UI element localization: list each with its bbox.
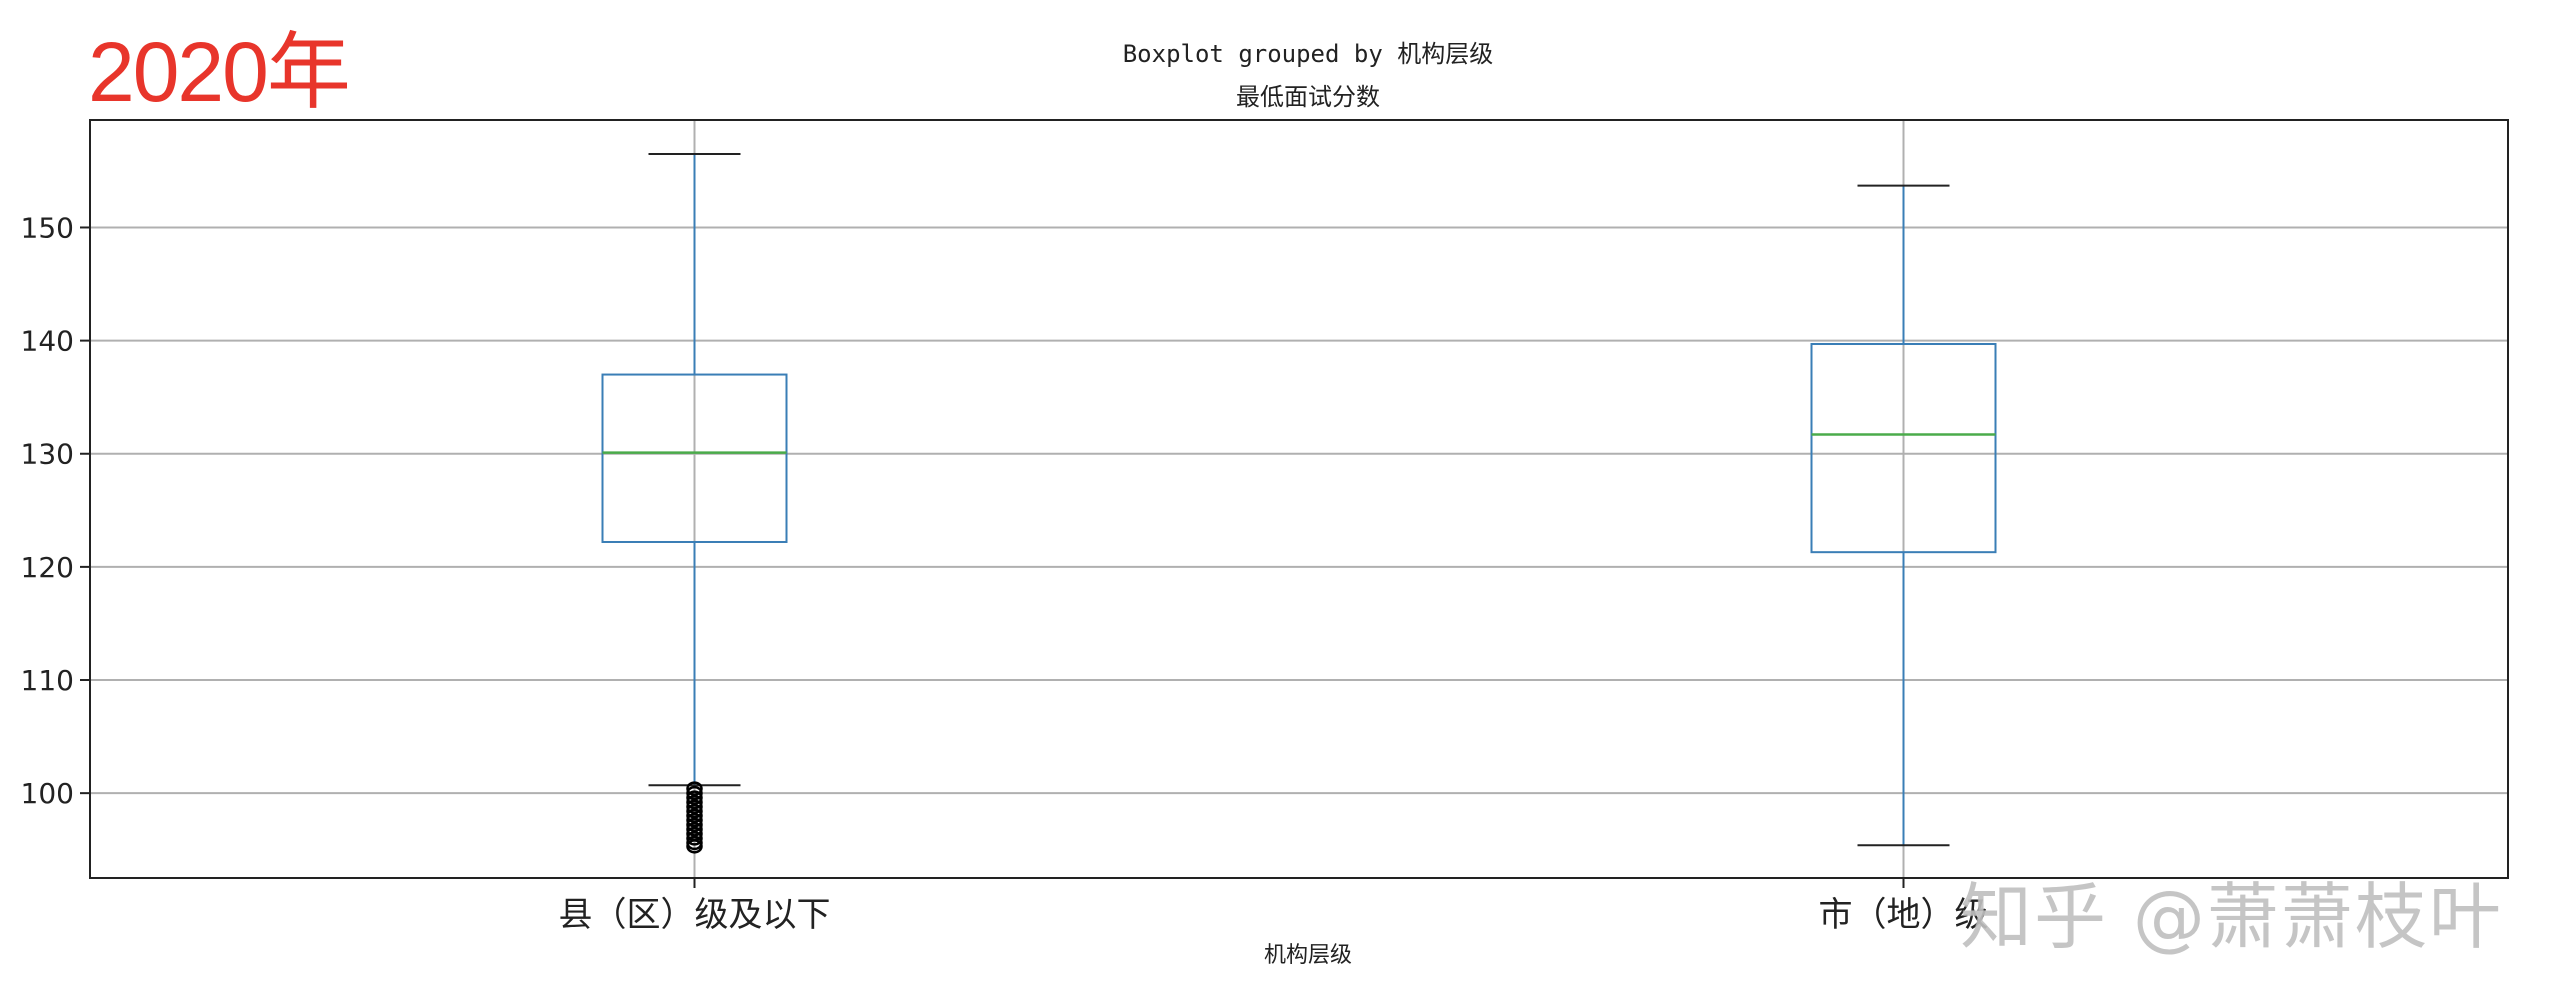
flier-point xyxy=(686,817,703,833)
flier-point xyxy=(686,804,703,819)
y-tick-label: 120 xyxy=(21,551,74,584)
flier-point xyxy=(686,831,703,846)
box-group xyxy=(1810,184,1997,847)
flier-point xyxy=(686,785,703,801)
box-iqr xyxy=(601,373,788,543)
x-tick-label: 市（地）级 xyxy=(1819,895,1989,935)
y-tick-label: 150 xyxy=(21,211,74,244)
x-tick-label: 县（区）级及以下 xyxy=(559,895,831,935)
y-tick-label: 130 xyxy=(21,438,74,471)
flier-point xyxy=(686,799,703,814)
y-axis: 100 110 120 130 140 150 xyxy=(21,211,90,810)
y-tick-label: 110 xyxy=(21,664,74,697)
flier-point xyxy=(686,781,703,796)
flier-point xyxy=(686,822,703,837)
flier-point xyxy=(686,839,703,854)
y-tick-label: 140 xyxy=(21,325,74,358)
flier-point xyxy=(686,794,703,810)
flier-point xyxy=(686,808,703,824)
x-axis-label: 机构层级 xyxy=(1264,943,1352,968)
y-tick-label: 100 xyxy=(21,777,74,810)
x-axis: 县（区）级及以下 市（地）级 xyxy=(559,878,1989,935)
chart-suptitle: Boxplot grouped by 机构层级 xyxy=(1123,40,1494,68)
grid-lines xyxy=(90,120,2508,878)
box-iqr xyxy=(1810,343,1997,554)
watermark: 知乎 @萧萧枝叶 xyxy=(1960,875,2503,959)
flier-point xyxy=(686,813,703,828)
flier-point xyxy=(686,790,703,805)
plot-frame xyxy=(89,119,2509,879)
chart-title: 最低面试分数 xyxy=(1236,83,1380,111)
boxes xyxy=(601,152,1997,854)
box-group xyxy=(601,152,788,854)
year-label: 2020年 xyxy=(88,25,351,119)
